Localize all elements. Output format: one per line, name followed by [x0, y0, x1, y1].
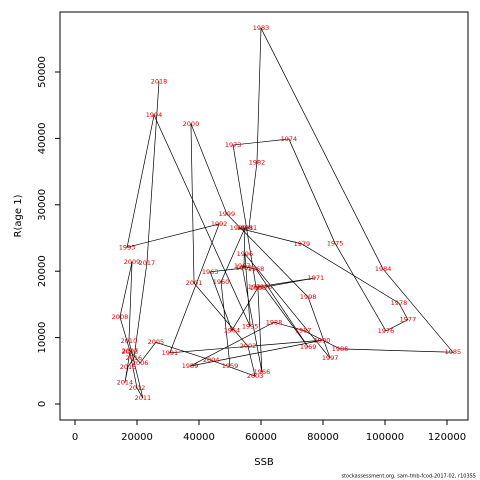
- point-label: 1969: [300, 343, 317, 351]
- point-label: 1964: [224, 326, 241, 334]
- point-label: 1962: [236, 264, 253, 272]
- y-tick-label: 0: [37, 401, 48, 407]
- y-tick-label: 30000: [37, 189, 48, 221]
- point-label: 2002: [240, 342, 257, 350]
- point-label: 2004: [203, 356, 220, 364]
- point-label: 1997: [322, 354, 339, 362]
- point-label: 2018: [151, 77, 168, 85]
- point-label: 1992: [211, 220, 228, 228]
- point-label: 1999: [219, 210, 236, 218]
- point-label: 1994: [146, 111, 163, 119]
- plot-frame: [59, 11, 469, 421]
- point-label: 1987: [295, 326, 312, 334]
- x-axis-label: SSB: [254, 457, 274, 468]
- point-label: 1968: [248, 265, 265, 273]
- point-label: 1979: [294, 240, 311, 248]
- y-tick-label: 20000: [37, 255, 48, 287]
- point-label: 1965: [250, 284, 267, 292]
- point-label: 1988: [266, 318, 283, 326]
- point-label: 2015: [120, 363, 137, 371]
- point-label: 2000: [183, 120, 200, 128]
- point-label: 1976: [378, 327, 395, 335]
- point-label: 2017: [139, 259, 156, 267]
- point-label: 2014: [117, 379, 134, 387]
- point-label: 1973: [225, 141, 242, 149]
- point-label: 1998: [300, 293, 317, 301]
- x-tick-label: 80000: [307, 432, 339, 443]
- point-label: 1986: [332, 345, 349, 353]
- point-label: 1990: [314, 336, 331, 344]
- point-label: 1993: [119, 243, 136, 251]
- point-label: 1960: [213, 278, 230, 286]
- point-label: 2016: [126, 354, 143, 362]
- x-tick-label: 120000: [428, 432, 466, 443]
- point-label: 1959: [222, 362, 239, 370]
- point-label: 1995: [242, 322, 259, 330]
- point-label: 1978: [391, 299, 408, 307]
- point-label: 2005: [148, 338, 165, 346]
- y-tick-label: 50000: [37, 56, 48, 88]
- point-label: 1980: [230, 224, 247, 232]
- point-label: 1975: [327, 239, 344, 247]
- point-label: 1977: [400, 316, 417, 324]
- point-label: 1982: [249, 158, 266, 166]
- x-tick-label: 60000: [245, 432, 277, 443]
- point-label: 1966: [254, 368, 271, 376]
- point-label: 2012: [129, 384, 146, 392]
- point-label: 1996: [237, 250, 254, 258]
- point-label: 2009: [124, 258, 141, 266]
- y-tick-label: 10000: [37, 322, 48, 354]
- point-label: 1991: [162, 349, 179, 357]
- point-label: 1961: [237, 224, 254, 232]
- point-label: 1985: [445, 348, 462, 356]
- point-label: 2008: [112, 313, 129, 321]
- point-label: 1989: [182, 362, 199, 370]
- footer: stockassessment.org, sam-tmb-fcod-2017-0…: [341, 474, 476, 480]
- point-label: 1972: [248, 283, 265, 291]
- point-label: 2007: [122, 347, 139, 355]
- point-label: 1983: [253, 24, 270, 32]
- x-tick-label: 40000: [183, 432, 215, 443]
- point-label: 1981: [241, 224, 258, 232]
- point-label: 2003: [247, 372, 264, 380]
- point-label: 1963: [202, 268, 219, 276]
- point-label: 2011: [135, 394, 152, 402]
- point-label: 1971: [308, 274, 325, 282]
- point-label: 1974: [281, 135, 298, 143]
- y-axis-label: R(age 1): [13, 194, 24, 237]
- point-label: 2013: [122, 348, 139, 356]
- point-label: 2001: [186, 279, 203, 287]
- point-label: 1970: [256, 283, 273, 291]
- y-tick-label: 40000: [37, 122, 48, 154]
- x-tick-label: 100000: [366, 432, 404, 443]
- point-label: 1984: [375, 265, 392, 273]
- x-tick-label: 0: [72, 432, 78, 443]
- x-tick-label: 20000: [121, 432, 153, 443]
- point-label: 1967: [234, 262, 251, 270]
- point-label: 2006: [132, 359, 149, 367]
- point-label: 2010: [121, 337, 138, 345]
- trajectory: [119, 28, 454, 399]
